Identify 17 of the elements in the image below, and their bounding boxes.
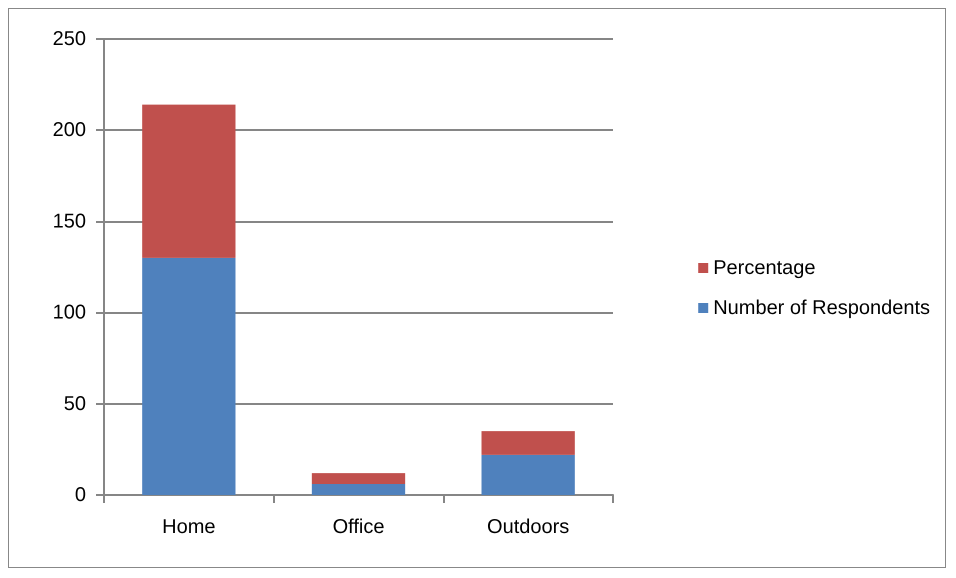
y-tick-label: 250 xyxy=(52,28,86,50)
bar xyxy=(312,473,406,484)
legend-label: Percentage xyxy=(713,257,816,279)
bar xyxy=(482,454,575,495)
x-tick-label: Office xyxy=(332,516,384,538)
bar xyxy=(142,104,236,258)
legend-label: Number of Respondents xyxy=(713,297,930,319)
x-tick-label: Home xyxy=(162,516,216,538)
y-tick-label: 0 xyxy=(74,484,86,506)
y-tick-label: 150 xyxy=(52,210,86,232)
bar xyxy=(142,258,236,495)
bar xyxy=(482,431,575,455)
y-tick-label: 100 xyxy=(52,302,86,324)
y-tick-label: 200 xyxy=(52,119,86,142)
y-tick-label: 50 xyxy=(64,392,86,415)
bar xyxy=(312,484,406,495)
x-tick-label: Outdoors xyxy=(487,516,570,538)
